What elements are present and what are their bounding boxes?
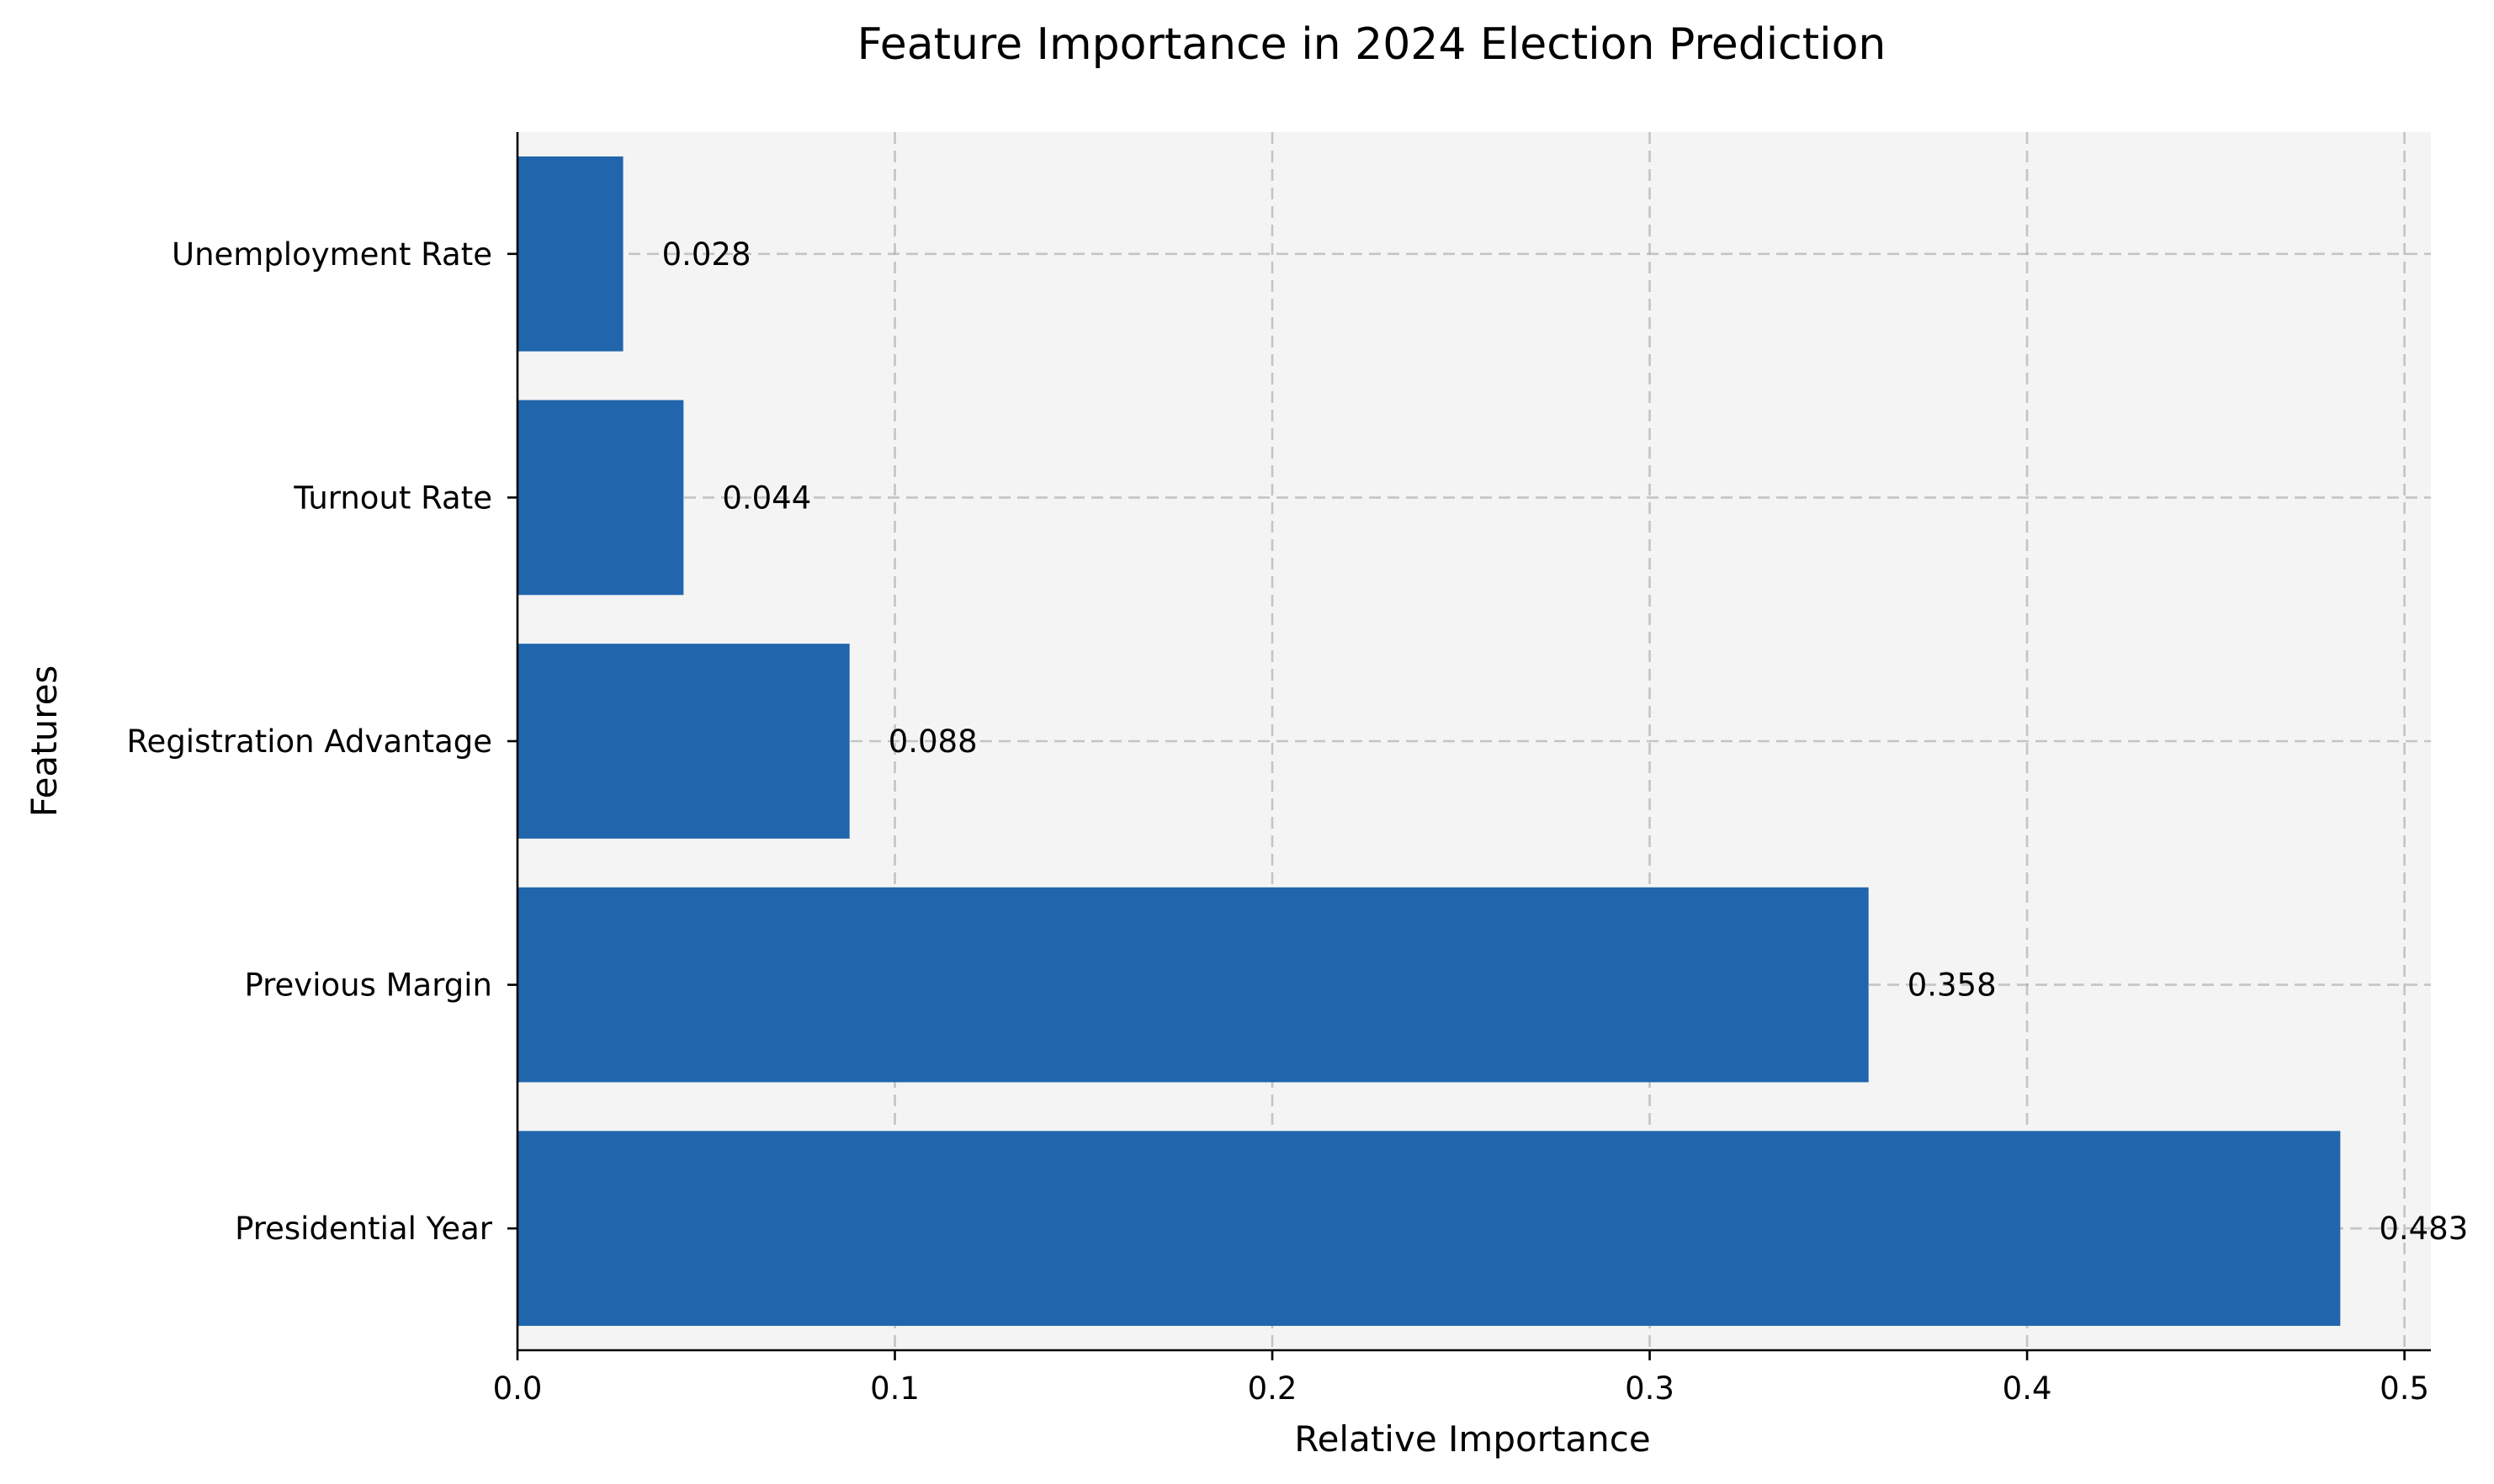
bar (517, 887, 1869, 1083)
bar-value-label: 0.088 (889, 723, 978, 760)
y-tick-label: Turnout Rate (293, 480, 492, 516)
y-tick-label: Presidential Year (235, 1211, 493, 1247)
bars (517, 156, 2341, 1327)
bar-value-label: 0.358 (1908, 967, 1997, 1004)
bar-value-label: 0.028 (662, 236, 751, 273)
bar-value-label: 0.044 (722, 480, 811, 516)
bar (517, 400, 684, 596)
chart-title: Feature Importance in 2024 Election Pred… (857, 19, 1886, 70)
x-tick-label: 0.5 (2380, 1370, 2429, 1407)
bar (517, 644, 850, 839)
y-axis-ticks: Presidential Year Previous Margin Registra… (127, 236, 517, 1247)
bar (517, 156, 624, 352)
x-axis-ticks: 0.0 0.1 0.2 0.3 0.4 0.5 (493, 1350, 2429, 1407)
x-tick-label: 0.0 (493, 1370, 543, 1407)
y-axis-label: Features (24, 665, 65, 818)
x-tick-label: 0.2 (1248, 1370, 1297, 1407)
value-labels: 0.483 0.358 0.088 0.044 0.028 (662, 236, 2469, 1247)
x-tick-label: 0.1 (870, 1370, 920, 1407)
x-tick-label: 0.3 (1625, 1370, 1674, 1407)
y-tick-label: Registration Advantage (127, 723, 492, 760)
y-tick-label: Unemployment Rate (172, 236, 492, 273)
x-tick-label: 0.4 (2003, 1370, 2052, 1407)
y-tick-label: Previous Margin (244, 967, 492, 1004)
bar-value-label: 0.483 (2379, 1211, 2468, 1247)
x-axis-label: Relative Importance (1294, 1418, 1650, 1460)
bar (517, 1131, 2341, 1327)
